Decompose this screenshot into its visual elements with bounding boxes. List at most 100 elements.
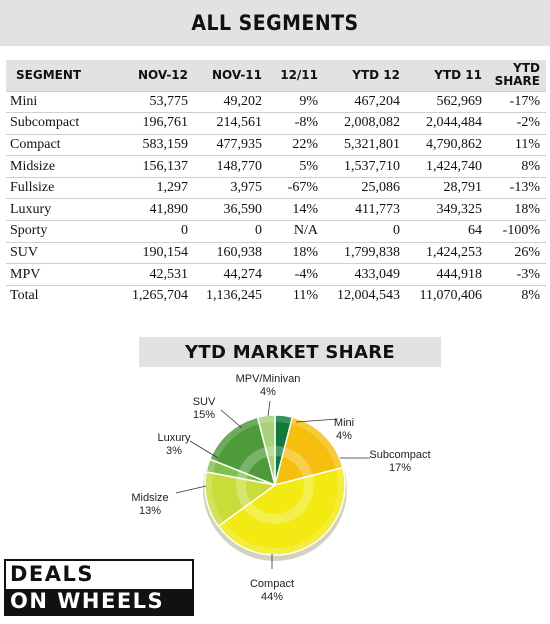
cell-ytd-share: -3%	[488, 263, 546, 286]
header-change: 12/11	[280, 67, 318, 82]
cell-nov-12: 190,154	[110, 241, 194, 264]
chart-title: YTD MARKET SHARE	[185, 341, 395, 363]
cell-change: -4%	[268, 263, 324, 286]
header-ytd-11: YTD 11	[434, 67, 482, 82]
market-share-pie-chart: Mini4%Subcompact17%Compact44%Midsize13%L…	[131, 373, 430, 603]
header-nov-12: NOV-12	[137, 67, 188, 82]
cell-ytd-share: 11%	[488, 133, 546, 156]
slice-value-subcompact: 17%	[389, 462, 411, 474]
cell-ytd-11: 444,918	[406, 263, 488, 286]
pie-slice-compact	[217, 466, 346, 556]
pie-outer-ring	[206, 416, 344, 554]
cell-segment: SUV	[6, 241, 110, 264]
cell-segment: MPV	[6, 263, 110, 286]
table-row: Fullsize 1,297 3,975 -67% 25,086 28,791 -13%	[6, 176, 546, 199]
table-row: Sporty 0 0 N/A 0 64 -100%	[6, 220, 546, 243]
cell-nov-12: 156,137	[110, 155, 194, 178]
cell-ytd-11: 11,070,406	[406, 284, 488, 307]
deals-on-wheels-logo: DEALS ON WHEELS	[4, 559, 194, 616]
slice-label-midsize: Midsize	[131, 492, 168, 504]
cell-change: N/A	[268, 220, 324, 243]
cell-nov-11: 3,975	[194, 176, 268, 199]
cell-change: -67%	[268, 176, 324, 199]
pie-inner-ring	[236, 446, 314, 524]
cell-segment: Midsize	[6, 155, 110, 178]
cell-ytd-share: 8%	[488, 155, 546, 178]
table-row: MPV 42,531 44,274 -4% 433,049 444,918 -3%	[6, 263, 546, 286]
cell-ytd-12: 467,204	[324, 90, 406, 113]
cell-ytd-share: -17%	[488, 90, 546, 113]
cell-nov-12: 1,297	[110, 176, 194, 199]
cell-nov-12: 42,531	[110, 263, 194, 286]
leader-line-mpv-minivan	[267, 400, 271, 417]
table-body: Mini 53,775 49,202 9% 467,204 562,969 -17% Subc…	[6, 90, 546, 307]
header-ytd-share: YTD SHARE	[494, 61, 540, 89]
cell-ytd-12: 411,773	[324, 198, 406, 221]
cell-nov-11: 148,770	[194, 155, 268, 178]
cell-nov-12: 0	[110, 220, 194, 243]
cell-ytd-11: 349,325	[406, 198, 488, 221]
cell-change: 9%	[268, 90, 324, 113]
cell-change: 14%	[268, 198, 324, 221]
slice-value-luxury: 3%	[166, 445, 182, 457]
title-bar: ALL SEGMENTS	[0, 0, 550, 46]
cell-nov-12: 1,265,704	[110, 284, 194, 307]
slice-label-subcompact: Subcompact	[369, 449, 430, 461]
cell-change: 22%	[268, 133, 324, 156]
cell-change: 18%	[268, 241, 324, 264]
cell-segment: Total	[6, 284, 110, 307]
slice-label-mini: Mini	[334, 417, 354, 429]
slice-label-suv: SUV	[193, 396, 216, 408]
slice-value-mpv-minivan: 4%	[260, 386, 276, 398]
cell-nov-12: 53,775	[110, 90, 194, 113]
cell-change: -8%	[268, 112, 324, 135]
slice-value-compact: 44%	[261, 591, 283, 603]
cell-nov-11: 36,590	[194, 198, 268, 221]
cell-nov-11: 214,561	[194, 112, 268, 135]
leader-line-midsize	[175, 485, 207, 494]
cell-ytd-11: 4,790,862	[406, 133, 488, 156]
slice-label-luxury: Luxury	[157, 432, 191, 444]
cell-ytd-11: 562,969	[406, 90, 488, 113]
logo-line-1: DEALS	[10, 562, 95, 586]
chart-title-bar: YTD MARKET SHARE	[139, 337, 441, 367]
cell-ytd-11: 2,044,484	[406, 112, 488, 135]
header-nov-11: NOV-11	[211, 67, 262, 82]
cell-nov-12: 196,761	[110, 112, 194, 135]
cell-ytd-12: 1,537,710	[324, 155, 406, 178]
table-row: Total 1,265,704 1,136,245 11% 12,004,543 11,0…	[6, 284, 546, 307]
cell-ytd-11: 1,424,740	[406, 155, 488, 178]
cell-ytd-share: -2%	[488, 112, 546, 135]
cell-change: 5%	[268, 155, 324, 178]
table-header-row: SEGMENT NOV-12 NOV-11 12/11 YTD 12 YTD 1…	[6, 60, 546, 91]
cell-ytd-share: 26%	[488, 241, 546, 264]
cell-ytd-11: 1,424,253	[406, 241, 488, 264]
slice-label-compact: Compact	[250, 578, 294, 590]
pie-slice-midsize	[204, 471, 277, 528]
cell-nov-11: 160,938	[194, 241, 268, 264]
cell-ytd-11: 64	[406, 220, 488, 243]
table-row: SUV 190,154 160,938 18% 1,799,838 1,424,253 26…	[6, 241, 546, 264]
pie-slice-mpv-minivan	[256, 414, 276, 486]
cell-nov-11: 49,202	[194, 90, 268, 113]
slice-value-mini: 4%	[336, 430, 352, 442]
cell-ytd-12: 2,008,082	[324, 112, 406, 135]
cell-segment: Compact	[6, 133, 110, 156]
cell-segment: Sporty	[6, 220, 110, 243]
header-segment: SEGMENT	[16, 67, 82, 82]
cell-ytd-11: 28,791	[406, 176, 488, 199]
cell-nov-12: 583,159	[110, 133, 194, 156]
cell-segment: Subcompact	[6, 112, 110, 135]
cell-ytd-share: -100%	[488, 220, 546, 243]
slice-value-midsize: 13%	[139, 505, 161, 517]
cell-ytd-12: 1,799,838	[324, 241, 406, 264]
cell-change: 11%	[268, 284, 324, 307]
cell-ytd-12: 433,049	[324, 263, 406, 286]
cell-ytd-share: 8%	[488, 284, 546, 307]
segments-table: SEGMENT NOV-12 NOV-11 12/11 YTD 12 YTD 1…	[6, 60, 546, 307]
cell-nov-12: 41,890	[110, 198, 194, 221]
pie-slice-subcompact	[273, 416, 344, 487]
leader-line-suv	[220, 409, 243, 429]
cell-segment: Mini	[6, 90, 110, 113]
slice-value-suv: 15%	[193, 409, 215, 421]
